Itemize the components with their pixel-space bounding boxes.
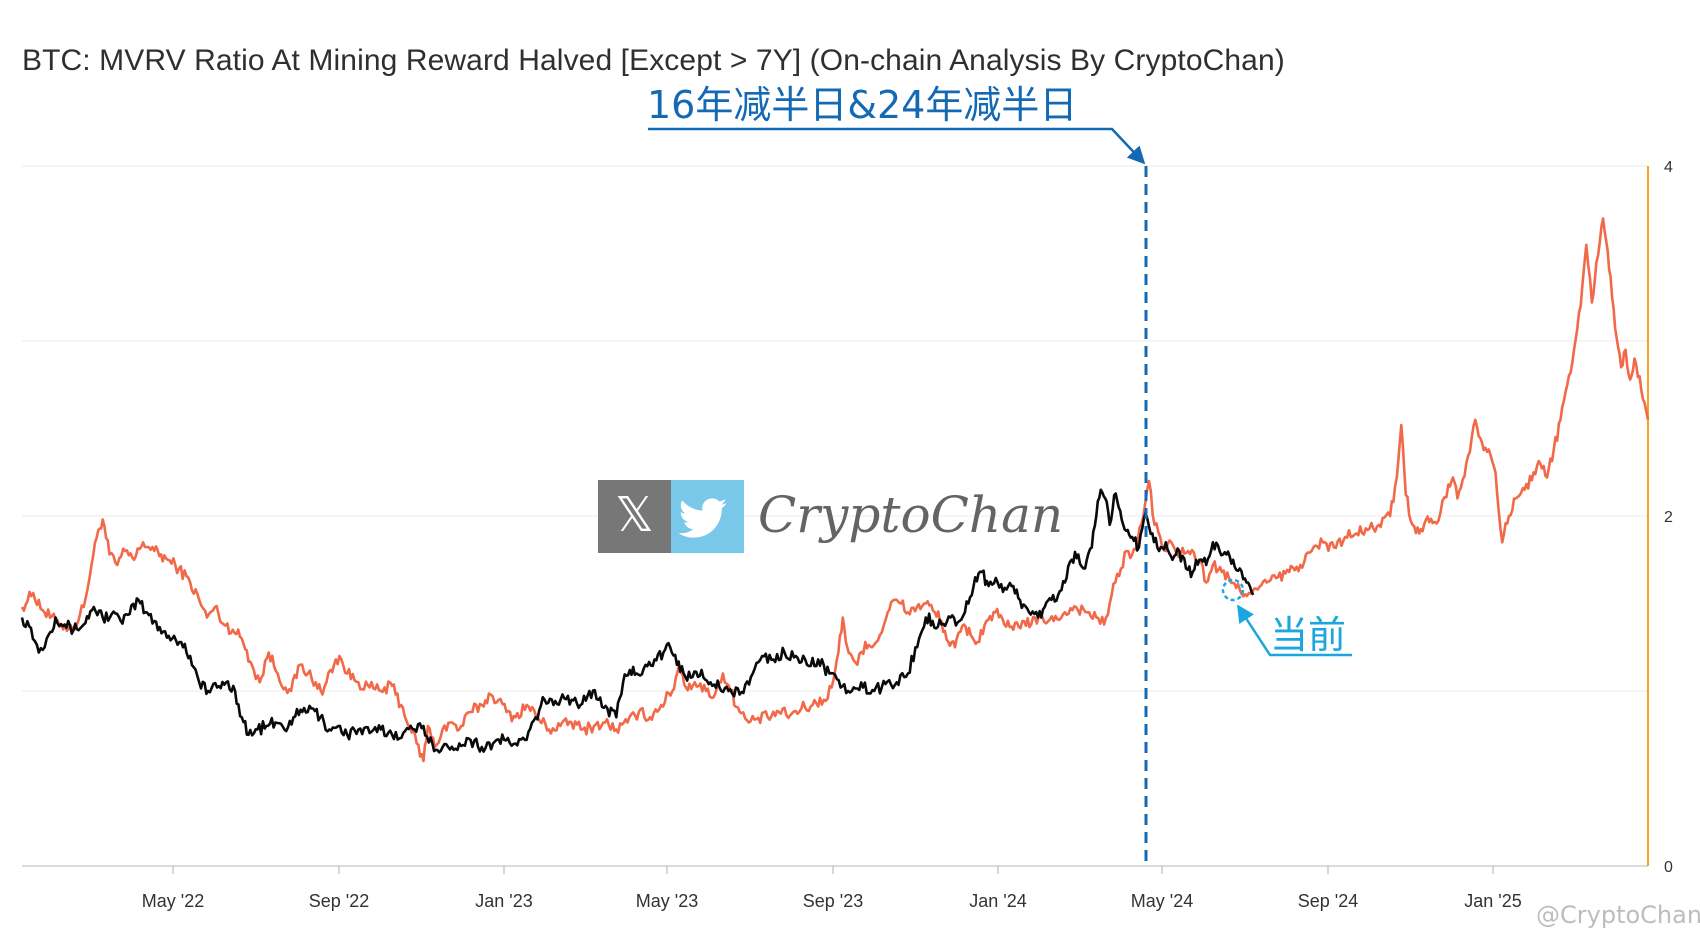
x-tick-label: Jan '24 [969,891,1026,911]
x-axis-ticks: May '22 Sep '22 Jan '23 May '23 Sep '23 Jan '… [142,866,1522,911]
x-tick-label: Jan '23 [475,891,532,911]
x-tick-label: Jan '25 [1464,891,1521,911]
y-tick-label: 0 [1664,859,1673,876]
y-tick-label: 2 [1664,509,1673,526]
series-line-2024-cycle [20,488,1255,754]
x-tick-label: May '24 [1131,891,1193,911]
x-tick-label: Sep '24 [1298,891,1359,911]
brand-watermark: 𝕏 CryptoChan [598,480,1063,553]
brand-name: CryptoChan [758,486,1063,544]
chart-title: BTC: MVRV Ratio At Mining Reward Halved … [22,44,1285,77]
x-logo-box [598,480,671,553]
gridlines [22,165,1648,692]
y-tick-label: 4 [1664,159,1673,176]
current-point-marker [1221,578,1245,602]
x-logo-icon: 𝕏 [615,487,654,543]
x-tick-label: Sep '23 [803,891,864,911]
x-tick-label: Sep '22 [309,891,370,911]
current-annotation-pointer [1236,604,1352,657]
watermark-handle: @CryptoChan [1536,901,1700,929]
x-tick-label: May '22 [142,891,204,911]
series-layer [20,217,1650,763]
halving-annotation-label: 16年减半日&24年减半日 [647,83,1077,127]
twitter-bird-icon [678,498,727,538]
x-tick-label: May '23 [636,891,698,911]
current-annotation-label: 当前 [1270,613,1346,657]
halving-annotation-pointer [648,127,1146,165]
series-line-2016-cycle [20,217,1650,763]
y-axis-ticks: 0 2 4 [1664,159,1673,876]
